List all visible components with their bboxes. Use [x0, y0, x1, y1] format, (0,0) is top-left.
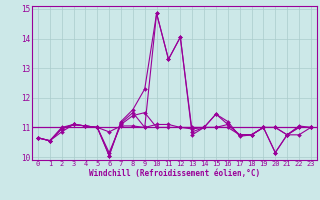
X-axis label: Windchill (Refroidissement éolien,°C): Windchill (Refroidissement éolien,°C)	[89, 169, 260, 178]
